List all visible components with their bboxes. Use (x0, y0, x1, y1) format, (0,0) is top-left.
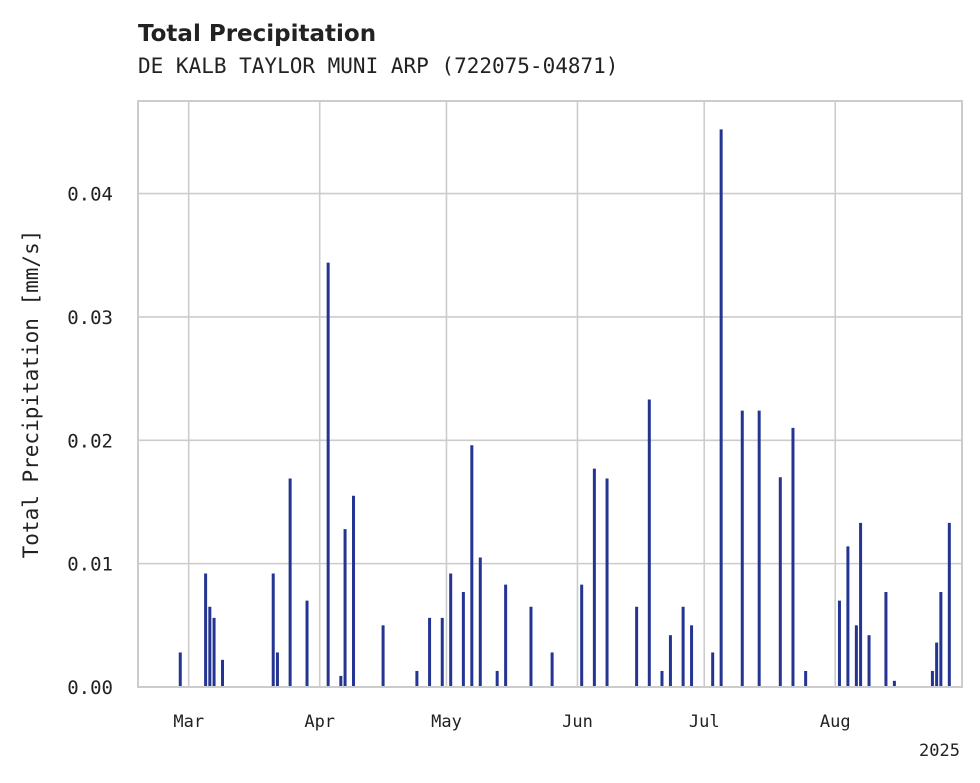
y-tick-label-4: 0.04 (67, 184, 113, 206)
x-offset-label: 2025 (919, 741, 960, 761)
chart-title: Total Precipitation (138, 21, 376, 47)
y-axis-label: Total Precipitation [mm/s] (19, 230, 43, 559)
x-tick-labels: Mar Apr May Jun Jul Aug (173, 712, 850, 732)
y-tick-label-0: 0.00 (67, 677, 113, 699)
y-tick-label-1: 0.01 (67, 554, 113, 576)
x-tick-label-3: Jun (562, 712, 593, 732)
gridlines (138, 101, 962, 688)
x-tick-label-5: Aug (820, 712, 851, 732)
y-tick-label-3: 0.03 (67, 307, 113, 329)
x-tick-label-0: Mar (173, 712, 204, 732)
plot-frame (137, 100, 963, 688)
y-tick-label-2: 0.02 (67, 430, 113, 452)
x-tick-label-2: May (431, 712, 462, 732)
bars (178, 129, 951, 687)
y-tick-labels: 0.00 0.01 0.02 0.03 0.04 (67, 184, 113, 699)
chart-subtitle: DE KALB TAYLOR MUNI ARP (722075-04871) (138, 54, 618, 78)
x-tick-label-4: Jul (689, 712, 720, 732)
x-tick-label-1: Apr (304, 712, 335, 732)
